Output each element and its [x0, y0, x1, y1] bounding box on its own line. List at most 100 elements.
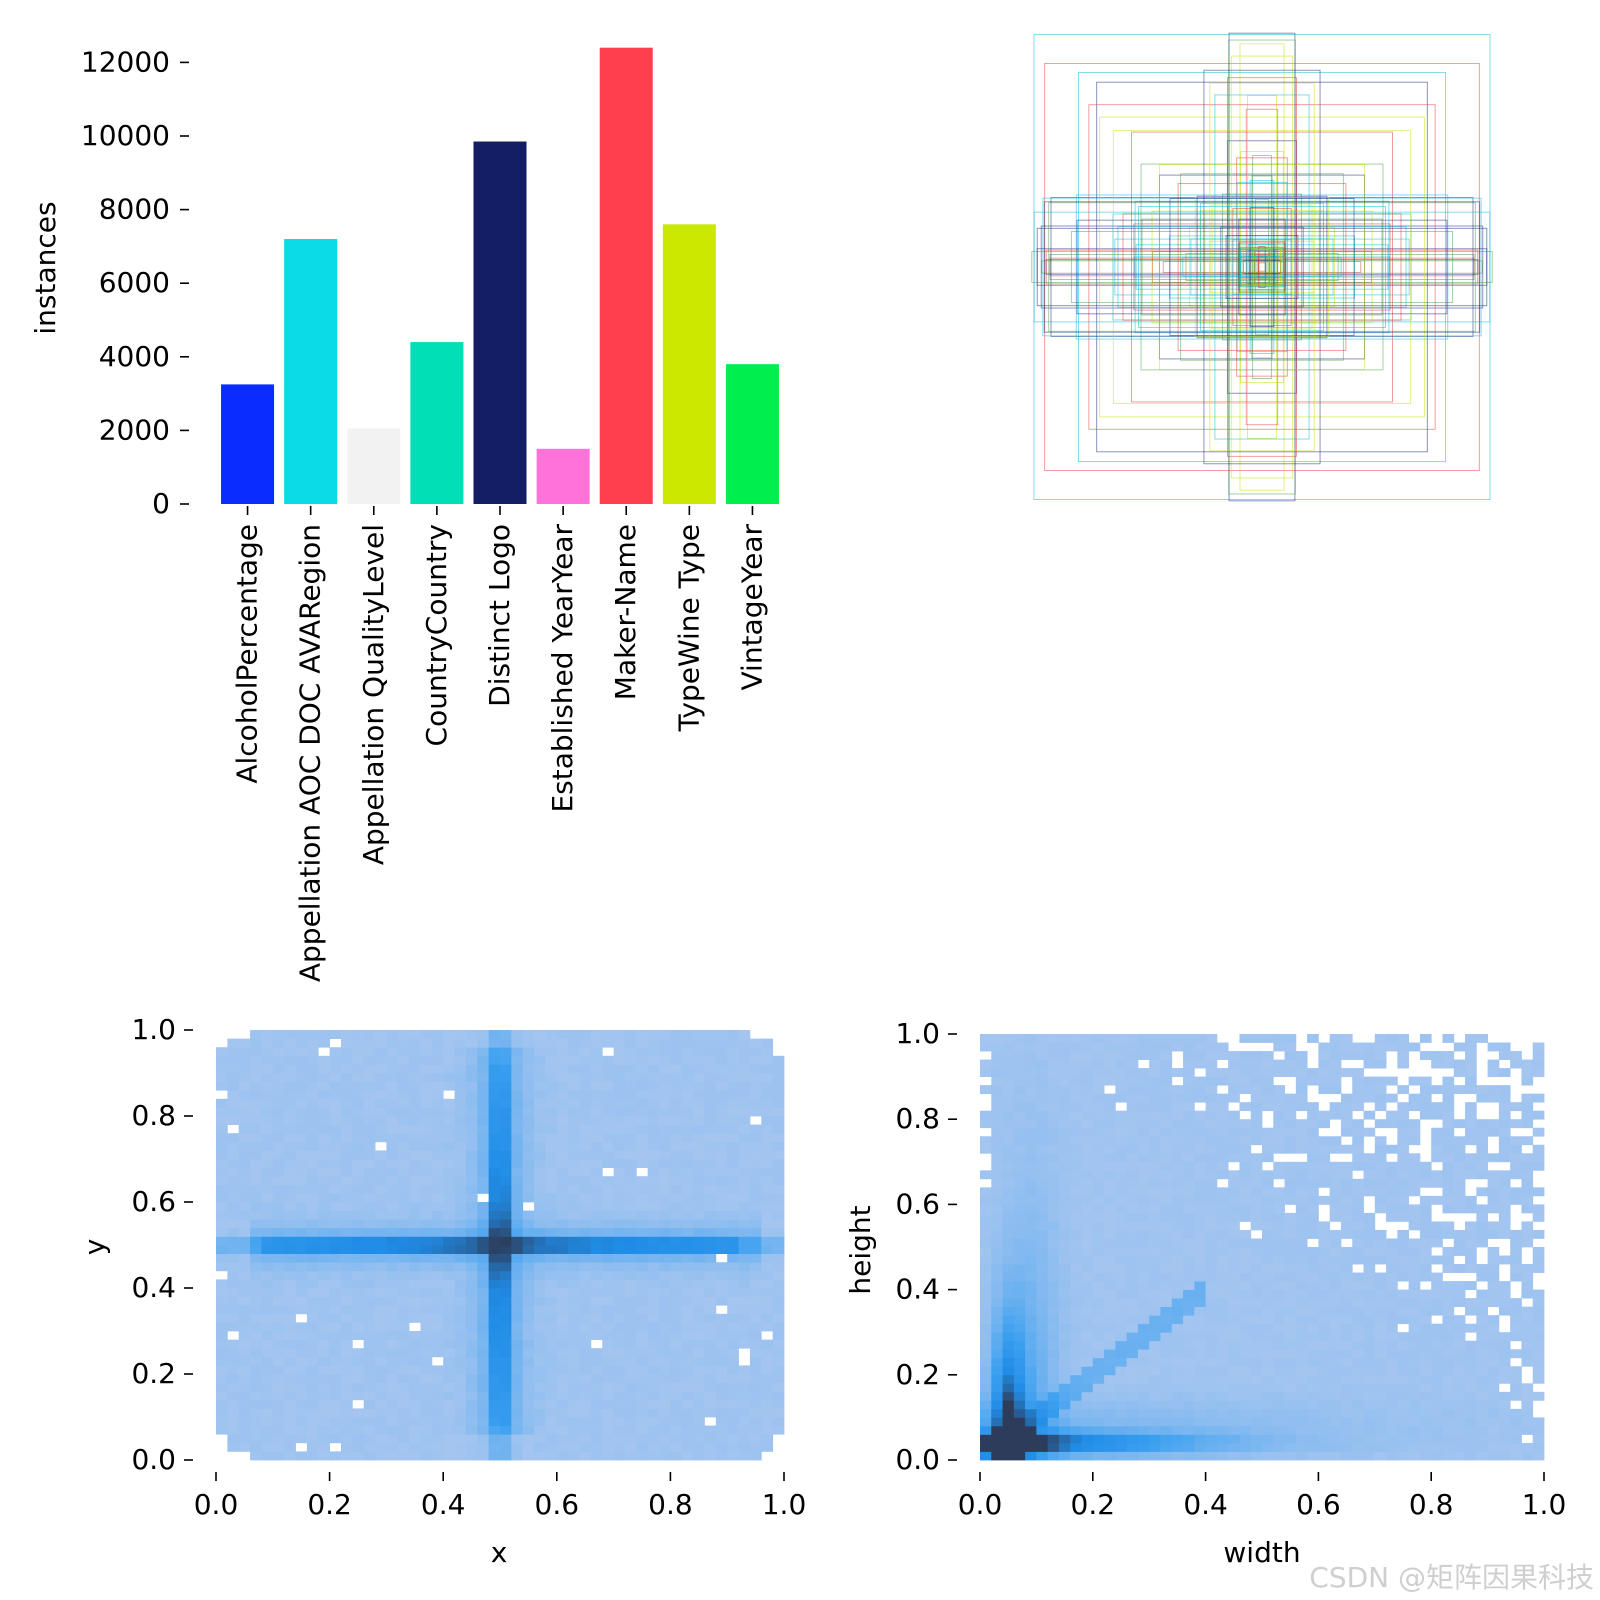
heatmap-cell	[1104, 1417, 1116, 1427]
heatmap-cell	[306, 1296, 319, 1306]
heatmap-cell	[238, 1184, 251, 1194]
heatmap-cell	[1149, 1451, 1161, 1461]
heatmap-cell	[704, 1236, 717, 1246]
heatmap-cell	[1487, 1451, 1500, 1461]
heatmap-cell	[1273, 1400, 1285, 1410]
heatmap-cell	[1047, 1110, 1060, 1120]
heatmap-cell	[1284, 1102, 1297, 1112]
heatmap-cell	[284, 1313, 296, 1323]
heatmap-cell	[1092, 1110, 1105, 1120]
heatmap-cell	[1058, 1349, 1071, 1359]
heatmap-cell	[693, 1356, 705, 1366]
heatmap-cell	[613, 1236, 626, 1246]
heatmap-cell	[1262, 1221, 1274, 1231]
heatmap-cell	[284, 1193, 296, 1203]
heatmap-cell	[1205, 1144, 1218, 1154]
heatmap-cell	[1442, 1110, 1455, 1120]
heatmap-cell	[590, 1055, 603, 1065]
heatmap-cell	[1273, 1170, 1285, 1180]
heatmap-cell	[1318, 1068, 1331, 1077]
heatmap-cell	[613, 1296, 626, 1306]
heatmap-cell	[772, 1193, 785, 1203]
heatmap-cell	[590, 1202, 603, 1211]
heatmap-cell	[1498, 1451, 1511, 1461]
heatmap-cell	[980, 1442, 992, 1452]
heatmap-cell	[1510, 1374, 1522, 1384]
heatmap-cell	[1216, 1042, 1229, 1052]
heatmap-cell	[1453, 1451, 1466, 1461]
heatmap-cell	[1510, 1272, 1522, 1282]
heatmap-cell	[363, 1451, 376, 1461]
heatmap-cell	[1295, 1221, 1308, 1231]
heatmap-cell	[420, 1090, 433, 1100]
heatmap-cell	[352, 1116, 365, 1125]
heatmap-cell	[318, 1236, 330, 1246]
heatmap-cell	[420, 1288, 433, 1297]
heatmap-cell	[590, 1227, 603, 1237]
heatmap-cell	[1002, 1085, 1015, 1095]
heatmap-cell	[1295, 1127, 1308, 1137]
heatmap-cell	[1239, 1391, 1252, 1401]
heatmap-cell	[1126, 1451, 1139, 1461]
heatmap-cell	[659, 1038, 671, 1048]
heatmap-cell	[715, 1356, 728, 1366]
heatmap-cell	[1340, 1332, 1353, 1342]
heatmap-cell	[272, 1236, 285, 1246]
heatmap-cell	[1318, 1315, 1331, 1325]
heatmap-cell	[1465, 1127, 1477, 1137]
heatmap-cell	[1284, 1281, 1297, 1290]
heatmap-cell	[980, 1357, 992, 1367]
heatmap-cell	[761, 1356, 774, 1366]
heatmap-cell	[1160, 1374, 1173, 1384]
heatmap-cell	[693, 1159, 705, 1168]
heatmap-cell	[1397, 1298, 1410, 1308]
heatmap-cell	[420, 1219, 433, 1229]
heatmap-cell	[375, 1442, 387, 1452]
heatmap-cell	[420, 1356, 433, 1366]
heatmap-cell	[772, 1425, 785, 1435]
heatmap-cell	[340, 1236, 353, 1246]
heatmap-cell	[1363, 1238, 1376, 1248]
heatmap-cell	[340, 1184, 353, 1194]
heatmap-cell	[1521, 1383, 1534, 1393]
heatmap-cell	[636, 1245, 649, 1254]
heatmap-cell	[556, 1374, 569, 1383]
heatmap-cell	[1137, 1127, 1150, 1137]
heatmap-cell	[1126, 1349, 1139, 1359]
heatmap-cell	[534, 1116, 546, 1125]
heatmap-cell	[375, 1064, 387, 1074]
heatmap-cell	[772, 1159, 785, 1168]
heatmap-cell	[227, 1391, 240, 1401]
heatmap-cell	[1137, 1306, 1150, 1316]
heatmap-cell	[1363, 1076, 1376, 1086]
heatmap-cell	[431, 1141, 444, 1151]
heatmap-cell	[1442, 1153, 1455, 1163]
heatmap-cell	[227, 1253, 240, 1263]
heatmap-cell	[1183, 1417, 1195, 1427]
heatmap-cell	[409, 1365, 421, 1375]
heatmap-cell	[1171, 1408, 1184, 1418]
heatmap-cell	[397, 1133, 410, 1143]
xy-heatmap-y-label: y	[78, 1239, 111, 1256]
heatmap-cell	[261, 1253, 274, 1263]
heatmap-cell	[1419, 1204, 1432, 1214]
heatmap-cell	[1386, 1357, 1398, 1367]
heatmap-cell	[1115, 1272, 1128, 1282]
heatmap-cell	[1273, 1315, 1285, 1325]
heatmap-cell	[715, 1391, 728, 1401]
heatmap-cell	[1002, 1425, 1015, 1435]
heatmap-cell	[420, 1236, 433, 1246]
heatmap-cell	[670, 1116, 683, 1125]
heatmap-cell	[1284, 1255, 1297, 1265]
heatmap-cell	[1126, 1289, 1139, 1299]
heatmap-cell	[1115, 1034, 1128, 1043]
heatmap-cell	[534, 1262, 546, 1272]
heatmap-cell	[431, 1047, 444, 1057]
heatmap-cell	[1262, 1451, 1274, 1461]
heatmap-cell	[216, 1305, 228, 1315]
heatmap-cell	[534, 1141, 546, 1151]
heatmap-cell	[1036, 1093, 1049, 1103]
heatmap-cell	[1487, 1127, 1500, 1137]
heatmap-cell	[227, 1210, 240, 1220]
heatmap-cell	[1262, 1178, 1274, 1188]
